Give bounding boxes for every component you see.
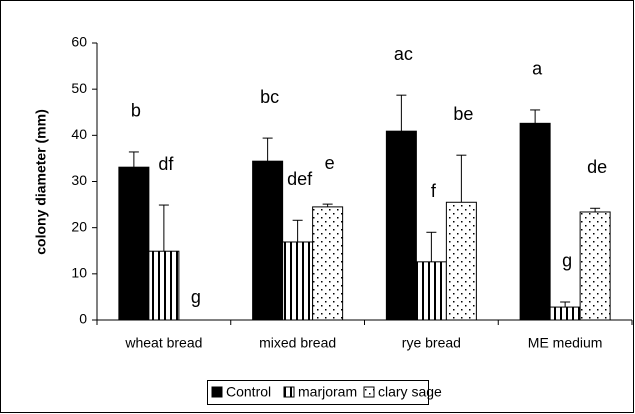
y-tick-label: 50	[71, 80, 87, 96]
significance-label: ac	[394, 44, 413, 64]
significance-label: b	[131, 101, 141, 121]
bar	[549, 306, 581, 321]
significance-label: g	[191, 287, 201, 307]
significance-label: e	[325, 153, 335, 173]
significance-label: df	[158, 154, 174, 174]
legend-swatch	[211, 386, 223, 398]
legend-swatch	[363, 386, 375, 398]
y-tick-label: 10	[71, 265, 87, 281]
y-tick-label: 40	[71, 126, 87, 142]
y-axis-label: colony diameter (mm)	[33, 109, 49, 254]
bar	[282, 241, 314, 321]
bar	[445, 201, 477, 321]
significance-label: de	[587, 157, 607, 177]
bar	[148, 250, 180, 321]
x-tick-label: wheat bread	[124, 335, 202, 351]
bar	[252, 160, 284, 321]
legend-box	[207, 380, 429, 405]
y-tick-label: 60	[71, 34, 87, 50]
bar	[519, 122, 551, 321]
significance-label: be	[453, 104, 473, 124]
bar	[312, 206, 344, 321]
significance-label: bc	[260, 87, 279, 107]
x-tick-label: ME medium	[528, 335, 603, 351]
bar	[579, 211, 611, 321]
y-tick-label: 20	[71, 218, 87, 234]
bar	[385, 130, 417, 321]
significance-label: f	[431, 181, 437, 201]
x-tick-label: rye bread	[402, 335, 461, 351]
legend-label: Control	[226, 384, 271, 400]
significance-label: g	[562, 251, 572, 271]
y-tick-label: 30	[71, 172, 87, 188]
legend-label: clary sage	[378, 384, 442, 400]
significance-label: def	[287, 169, 313, 189]
significance-label: a	[532, 59, 543, 79]
legend-swatch	[283, 386, 295, 398]
bar	[415, 261, 447, 321]
x-tick-label: mixed bread	[259, 335, 336, 351]
legend-label: marjoram	[298, 384, 357, 400]
y-tick-label: 0	[79, 311, 87, 327]
bar	[118, 166, 150, 321]
